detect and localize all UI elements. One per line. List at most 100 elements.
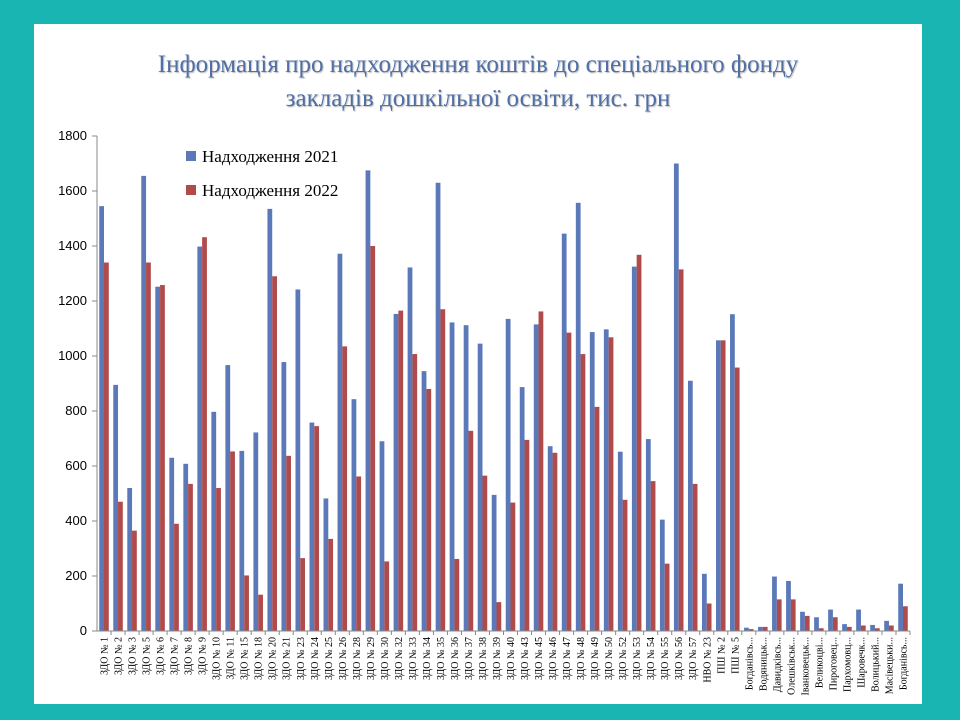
x-tick-label: ЗДО № 55: [660, 637, 671, 680]
x-tick-label: Олешківськ...: [786, 637, 797, 695]
bar-2022: [622, 499, 628, 631]
bar-2021: [379, 441, 385, 631]
x-tick-label: ЗДО № 57: [688, 637, 699, 680]
bar-2022: [608, 337, 614, 631]
bar-2022: [902, 606, 908, 631]
x-tick-label: Водяницьк...: [758, 637, 769, 691]
bar-2021: [393, 313, 399, 631]
bar-2021: [491, 494, 497, 632]
bar-2021: [744, 627, 749, 631]
bar-2022: [146, 262, 151, 631]
x-tick-label: ЗДО № 56: [674, 637, 685, 680]
x-tick-label: ЗДО № 48: [576, 637, 587, 680]
bar-2022: [524, 439, 530, 632]
x-tick-label: ЗДО № 3: [128, 637, 139, 675]
x-tick-label: ЗДО № 7: [170, 637, 181, 675]
bar-2022: [412, 354, 418, 631]
bar-2021: [603, 329, 609, 631]
bar-2021: [800, 611, 805, 631]
x-tick-label: ЗДО № 53: [632, 637, 643, 680]
bar-2021: [295, 289, 301, 631]
x-tick-label: ЗДО № 39: [492, 637, 503, 680]
x-axis: ЗДО № 1 ЗДО № 2 ЗДО № 3 ЗДО № 5 ЗДО № 6 ЗДО №…: [97, 630, 911, 695]
bar-2021: [239, 450, 245, 632]
x-tick-label: ЗДО № 21: [282, 637, 293, 680]
bar-2022: [692, 483, 698, 632]
bar-2022: [720, 340, 726, 631]
x-tick-label: ЗДО № 30: [380, 637, 391, 680]
x-tick-label: Великоцві...: [814, 637, 825, 688]
bar-2022: [230, 451, 235, 631]
x-tick-label: Масівецьки...: [884, 637, 895, 694]
bar-2021: [365, 170, 371, 632]
x-tick-label: ЗДО № 49: [590, 637, 601, 680]
bar-2022: [398, 310, 404, 632]
bar-2021: [758, 626, 763, 632]
bar-2021: [631, 266, 637, 632]
y-tick-label: 1600: [58, 183, 87, 198]
bar-2021: [505, 318, 511, 632]
bar-2021: [197, 246, 203, 632]
bar-2022: [538, 311, 544, 631]
x-tick-label: ЗДО № 8: [184, 637, 195, 675]
x-tick-label: ЗДО № 29: [366, 637, 377, 680]
bar-2022: [202, 237, 207, 631]
legend-swatch-2022: [186, 185, 196, 195]
bar-2022: [216, 488, 221, 631]
x-tick-label: ПШ № 5: [730, 637, 741, 674]
bar-2022: [440, 309, 446, 631]
chart-title-line-2: закладів дошкільної освіти, тис. грн: [285, 85, 671, 112]
bar-2022: [118, 501, 123, 631]
x-tick-label: ЗДО № 47: [562, 637, 573, 680]
bar-2021: [828, 609, 833, 631]
bar-2022: [104, 262, 109, 631]
bar-2022: [650, 481, 656, 632]
bar-2022: [594, 406, 600, 632]
bar-2021: [730, 314, 735, 631]
x-tick-label: ЗДО № 6: [156, 637, 167, 675]
x-tick-label: Іванковецьк...: [800, 637, 811, 695]
x-tick-label: ЗДО № 9: [198, 637, 209, 675]
bar-2021: [477, 343, 483, 632]
bar-2022: [188, 483, 193, 632]
x-tick-label: ЗДО № 43: [520, 637, 531, 680]
x-tick-label: Богданівсь...: [898, 637, 909, 690]
bar-2021: [99, 206, 105, 632]
bar-2022: [846, 626, 852, 632]
x-tick-label: НВО № 23: [702, 637, 713, 683]
bar-2022: [706, 603, 712, 631]
bar-2021: [141, 175, 147, 632]
bar-2022: [832, 617, 838, 631]
bar-2021: [716, 340, 721, 631]
bar-2021: [435, 182, 441, 631]
legend-label-2021: Надходження 2021: [202, 147, 338, 166]
bar-2021: [323, 498, 329, 631]
x-tick-label: ЗДО № 18: [254, 637, 265, 680]
bar-2022: [454, 558, 460, 631]
bar-2022: [790, 599, 796, 632]
bar-2022: [762, 626, 768, 632]
bar-2022: [552, 452, 558, 631]
x-tick-label: ЗДО № 32: [394, 637, 405, 680]
bar-2021: [645, 439, 651, 631]
x-tick-label: Пироговец...: [828, 637, 839, 690]
bar-2021: [856, 609, 861, 631]
bar-2022: [132, 530, 137, 632]
bar-2022: [342, 346, 348, 632]
bar-2021: [814, 617, 819, 631]
bar-2022: [384, 561, 390, 631]
bar-2021: [225, 365, 231, 631]
x-tick-label: ЗДО № 15: [240, 637, 251, 680]
bar-2021: [659, 519, 665, 632]
x-tick-label: ЗДО № 40: [506, 637, 517, 680]
bar-2022: [300, 558, 306, 632]
bar-2022: [468, 430, 474, 631]
x-tick-label: ЗДО № 23: [296, 637, 307, 680]
bar-2021: [169, 457, 175, 631]
x-tick-label: ЗДО № 50: [604, 637, 615, 680]
y-axis: 0 200 400 600 800 1000 1200 1400 1600 1800: [58, 128, 98, 638]
bar-2022: [566, 332, 572, 632]
bar-2022: [356, 476, 362, 631]
bar-2022: [678, 269, 684, 632]
x-tick-label: ЗДО № 2: [114, 637, 125, 675]
